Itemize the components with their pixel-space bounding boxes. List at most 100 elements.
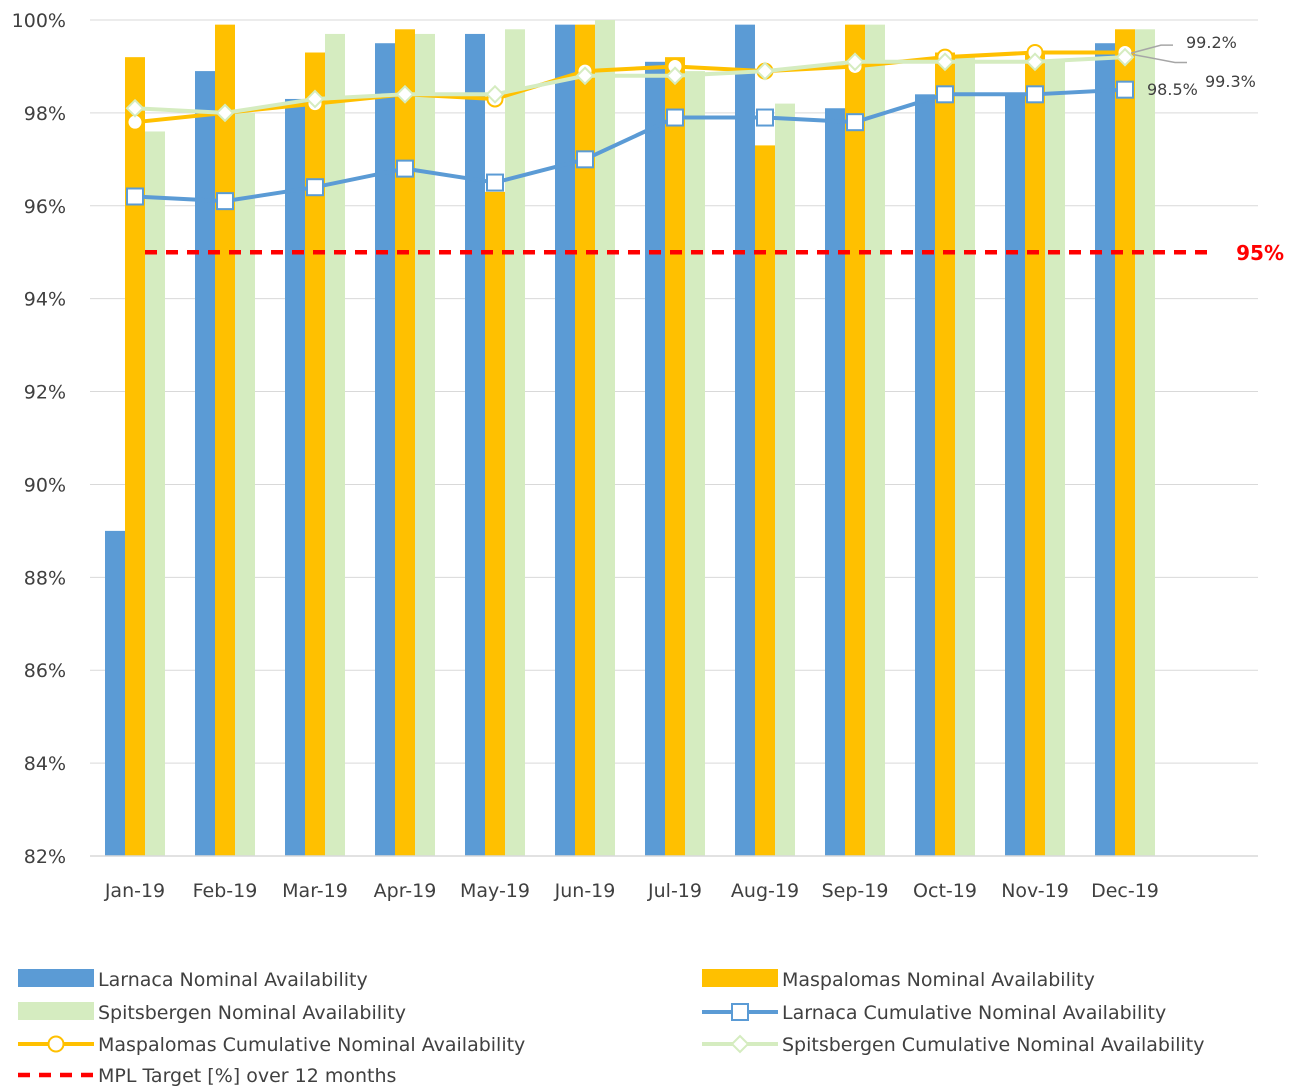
x-tick-label: Aug-19 [731,880,799,902]
y-tick-label: 90% [24,474,66,496]
bar [845,24,865,856]
y-tick-label: 96% [24,196,66,218]
legend-label: Spitsbergen Nominal Availability [98,1002,406,1024]
bar [1025,52,1045,857]
legend: Larnaca Nominal Availability Maspalomas N… [18,969,1204,1087]
square-marker [486,173,504,192]
series-line [134,50,1125,125]
bar [645,61,665,857]
legend-label: Maspalomas Cumulative Nominal Availabili… [98,1034,525,1056]
leader-line [1130,44,1173,54]
bar [215,24,235,856]
y-tick-label: 100% [12,10,66,32]
series-line [134,87,1126,204]
y-tick-label: 98% [24,103,66,125]
legend-label: MPL Target [%] over 12 months [98,1065,396,1087]
bar [825,108,845,856]
target-value-label: 95% [1236,241,1284,265]
diamond-marker [485,84,505,104]
legend-swatch [18,1002,94,1020]
diamond-marker [755,61,775,81]
bar [915,94,935,857]
bar [685,71,705,857]
diamond-marker [575,66,595,86]
diamond-marker [305,89,325,109]
x-tick-label: Feb-19 [193,880,258,902]
bar [955,57,975,856]
bar [775,103,795,857]
bar [1135,29,1155,857]
x-tick-label: Mar-19 [282,880,348,902]
square-marker [846,113,864,132]
bar [415,33,435,856]
bar [195,71,215,857]
x-tick-label: Sep-19 [822,880,889,902]
x-axis-ticks: Jan-19 Feb-19 Mar-19 Apr-19 May-19 Jun-19 Jul-… [104,880,1159,902]
bar [485,191,505,856]
leader-line [1132,53,1187,64]
bar [665,57,685,856]
data-labels: 99.2% 98.5% 99.3% [1130,33,1256,99]
line-series [125,44,1135,211]
bar [865,24,885,856]
square-marker [1116,80,1134,99]
y-tick-label: 84% [24,753,66,775]
x-tick-label: Jan-19 [104,880,165,902]
x-tick-label: Oct-19 [913,880,977,902]
bar [1005,94,1025,857]
square-marker [666,108,684,127]
x-tick-label: Dec-19 [1091,880,1159,902]
x-tick-label: Nov-19 [1001,880,1069,902]
legend-label: Larnaca Cumulative Nominal Availability [782,1002,1166,1024]
diamond-marker [730,1034,750,1054]
y-tick-label: 82% [24,846,66,868]
bar [575,24,595,856]
x-tick-label: May-19 [460,880,530,902]
square-marker [216,192,234,211]
square-marker [756,108,774,127]
square-marker [396,159,414,178]
bar [325,33,345,856]
square-marker [1026,85,1044,104]
data-label-larnaca: 98.5% [1147,80,1198,99]
diamond-marker [395,84,415,104]
bar [755,145,775,856]
square-marker [126,187,144,206]
bar [395,29,415,857]
x-tick-label: Jun-19 [554,880,616,902]
square-marker [936,85,954,104]
data-label-spitsbergen: 99.2% [1186,33,1237,52]
bar [125,57,145,856]
x-tick-label: Jul-19 [647,880,702,902]
y-axis-ticks: 82% 84% 86% 88% 90% 92% 94% 96% 98% 100% [12,10,66,868]
legend-swatch [18,969,94,987]
target-line: 95% [145,241,1284,265]
bar [735,24,755,856]
legend-swatch [702,969,778,987]
diamond-marker [845,52,865,72]
y-tick-label: 88% [24,567,66,589]
square-marker [306,178,324,197]
diamond-marker [665,66,685,86]
bar [505,29,525,857]
legend-label: Larnaca Nominal Availability [98,969,368,991]
diamond-marker [1025,52,1045,72]
legend-label: Maspalomas Nominal Availability [782,969,1095,991]
data-label-maspalomas: 99.3% [1205,72,1256,91]
y-tick-label: 94% [24,289,66,311]
diamond-marker [935,52,955,72]
x-tick-label: Apr-19 [374,880,437,902]
bar [375,43,395,856]
bar [1045,61,1065,857]
square-marker [731,1003,749,1021]
series-line [134,55,1126,115]
y-tick-label: 92% [24,382,66,404]
bar [145,131,165,856]
diamond-marker [125,98,145,118]
bar-series [105,20,1155,857]
bar [935,52,955,857]
legend-label: Spitsbergen Cumulative Nominal Availabil… [782,1034,1204,1056]
bar [465,33,485,856]
circle-marker [47,1035,65,1053]
